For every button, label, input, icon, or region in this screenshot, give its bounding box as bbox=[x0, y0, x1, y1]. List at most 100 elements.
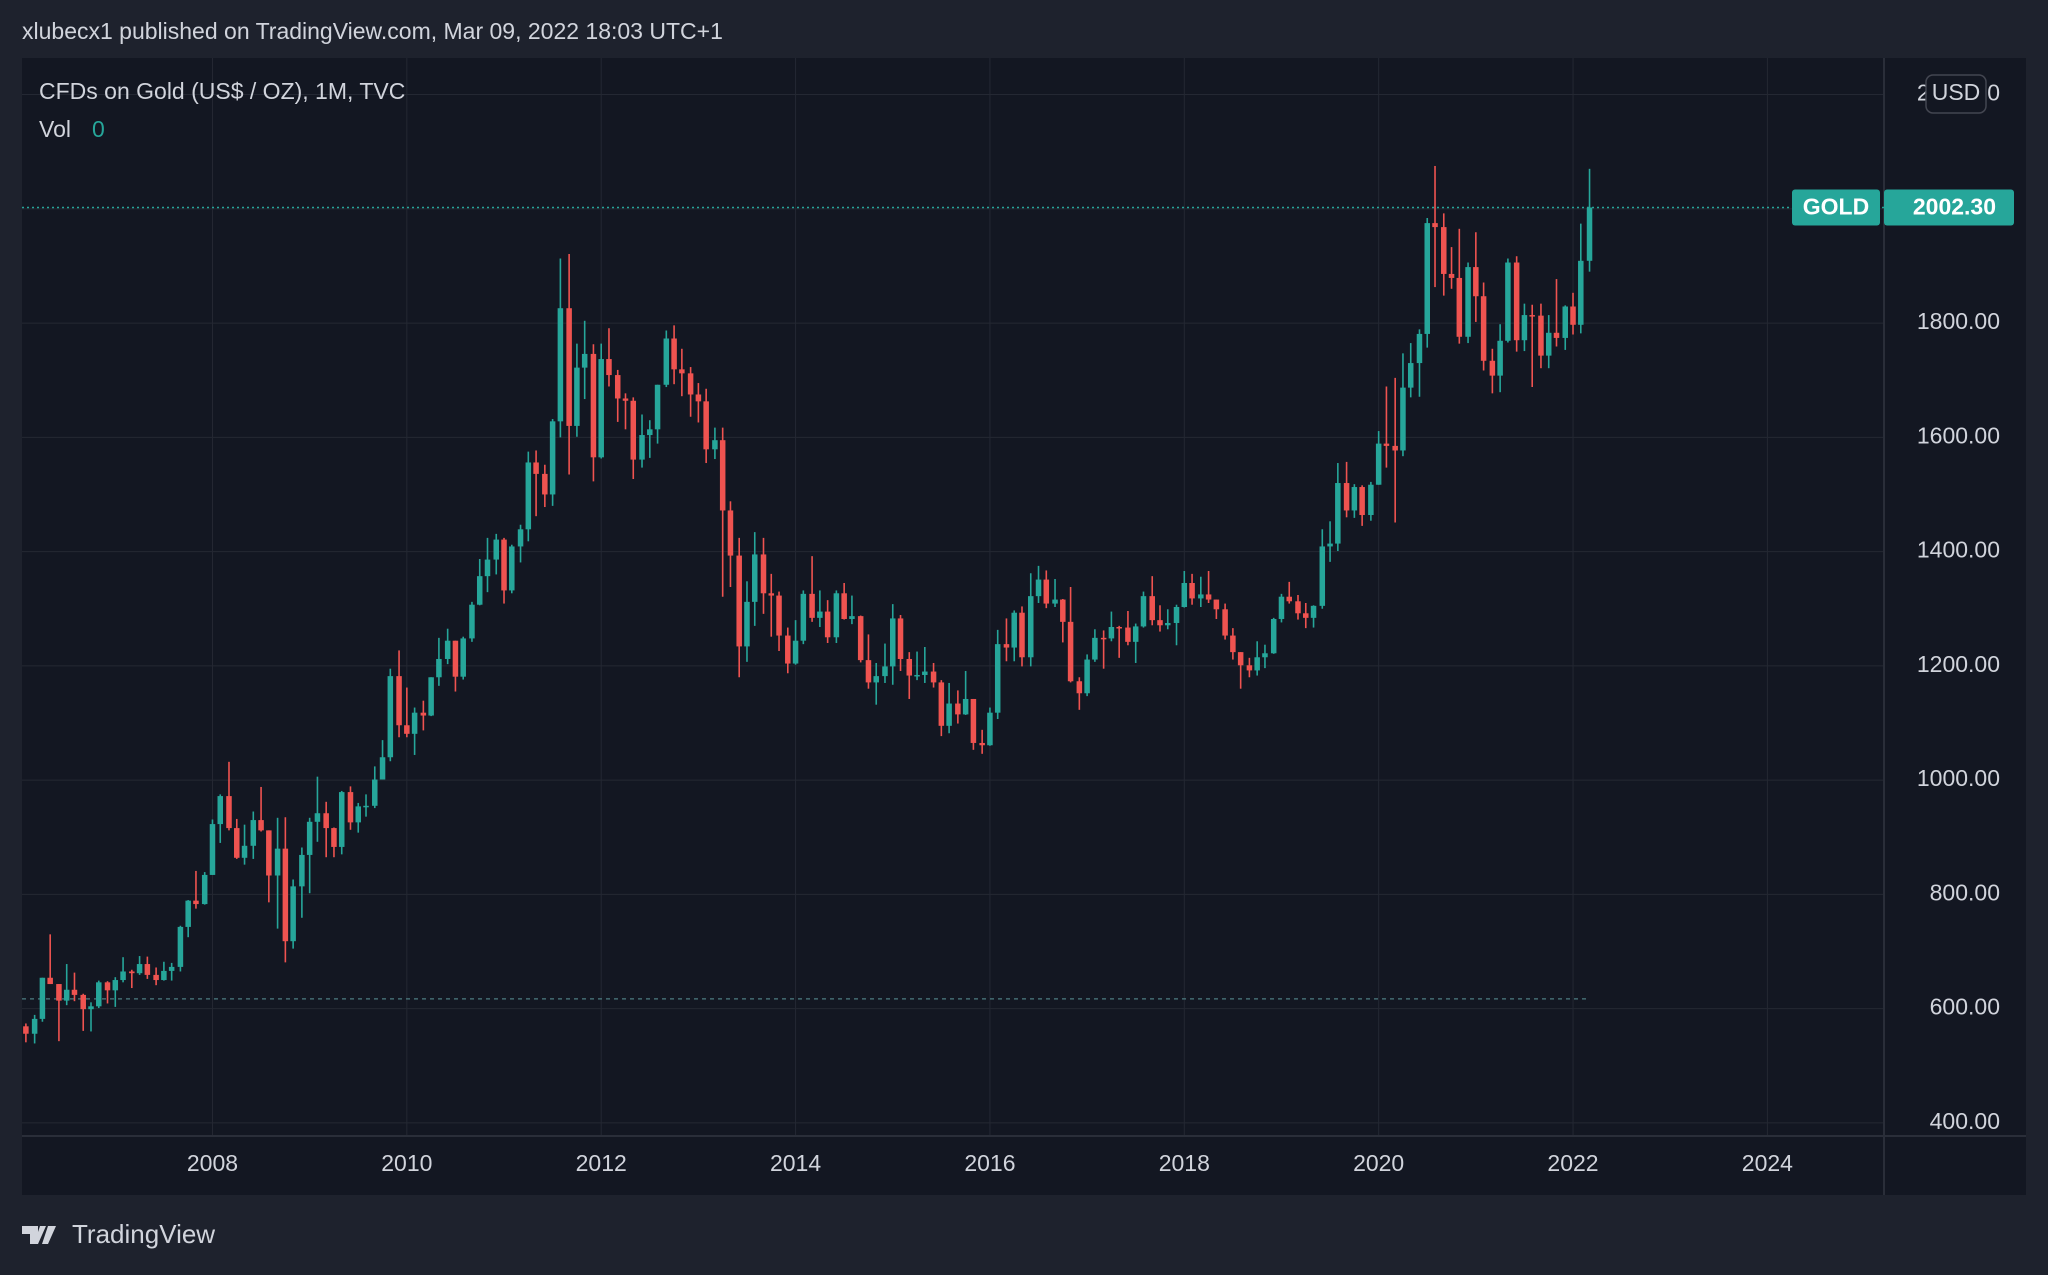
candle-body bbox=[598, 359, 604, 458]
candle-body bbox=[809, 593, 815, 618]
candle-body bbox=[525, 462, 532, 530]
candle-body bbox=[614, 375, 621, 399]
candle-body bbox=[1375, 443, 1382, 485]
x-tick-label: 2018 bbox=[1159, 1150, 1210, 1176]
candle-body bbox=[994, 644, 1001, 713]
footer-brand: TradingView bbox=[72, 1219, 215, 1249]
header-text: xlubecx1 published on TradingView.com, M… bbox=[22, 18, 723, 44]
candle-body bbox=[209, 824, 216, 875]
candle-body bbox=[792, 640, 799, 664]
candle-body bbox=[1513, 262, 1520, 341]
candle-body bbox=[712, 440, 718, 450]
y-tick-label: 1000.00 bbox=[1917, 765, 2000, 791]
candle-body bbox=[751, 554, 758, 602]
candle-body bbox=[1052, 599, 1058, 604]
candle-body bbox=[865, 660, 872, 683]
candle-body bbox=[39, 977, 46, 1019]
candle-body bbox=[906, 658, 913, 676]
candle-body bbox=[630, 400, 637, 460]
candle-body bbox=[355, 806, 362, 823]
y-tick-label: 1400.00 bbox=[1917, 537, 2000, 563]
candle-body bbox=[1303, 613, 1309, 618]
candle-body bbox=[80, 994, 86, 1010]
candle-body bbox=[96, 982, 102, 1007]
candle-body bbox=[47, 977, 53, 985]
candle-body bbox=[1067, 621, 1074, 682]
candle-body bbox=[1205, 594, 1212, 600]
candle-body bbox=[501, 539, 507, 591]
candle-body bbox=[744, 601, 750, 647]
candle-body bbox=[428, 677, 434, 716]
candle-body bbox=[1027, 596, 1034, 658]
candle-body bbox=[1400, 387, 1406, 451]
candle-body bbox=[889, 618, 896, 667]
candle-body bbox=[663, 338, 670, 385]
candle-body bbox=[1270, 618, 1277, 654]
candle-body bbox=[1116, 626, 1122, 629]
candle-body bbox=[760, 554, 767, 594]
candle-body bbox=[938, 682, 945, 726]
candle-body bbox=[1092, 637, 1098, 660]
candle-body bbox=[420, 712, 427, 716]
candle-body bbox=[1108, 626, 1115, 639]
candle-body bbox=[1586, 207, 1593, 261]
volume-value: 0 bbox=[92, 116, 105, 142]
candle-body bbox=[168, 966, 175, 971]
candle-body bbox=[606, 359, 612, 376]
candle-body bbox=[1181, 583, 1188, 607]
symbol-badge bbox=[1792, 189, 1880, 226]
candle-body bbox=[452, 640, 459, 677]
y-tick-label: 1200.00 bbox=[1917, 651, 2000, 677]
candle-body bbox=[776, 595, 782, 636]
candle-body bbox=[1043, 579, 1050, 604]
candle-body bbox=[1149, 596, 1155, 621]
candle-body bbox=[1254, 657, 1260, 671]
candle-body bbox=[922, 671, 928, 675]
candle-body bbox=[469, 604, 475, 639]
candle-body bbox=[476, 576, 483, 605]
candle-body bbox=[768, 593, 775, 596]
chart-title: CFDs on Gold (US$ / OZ), 1M, TVC bbox=[39, 78, 405, 104]
candle-body bbox=[1100, 637, 1107, 640]
candle-body bbox=[1424, 223, 1430, 334]
candle-body bbox=[897, 618, 904, 659]
candle-body bbox=[484, 559, 491, 577]
y-tick-label: 1600.00 bbox=[1917, 422, 2000, 448]
candle-body bbox=[1392, 445, 1398, 451]
candle-body bbox=[622, 398, 629, 401]
candle-body bbox=[946, 703, 952, 726]
currency-badge bbox=[1925, 74, 1987, 114]
candle-body bbox=[1529, 315, 1535, 317]
candle-body bbox=[282, 848, 289, 942]
candle-body bbox=[1295, 601, 1301, 614]
price-label: 2002.30 bbox=[1913, 194, 1996, 220]
candle-body bbox=[1140, 596, 1147, 627]
currency-label: USD bbox=[1932, 79, 1981, 105]
candle-body bbox=[1473, 267, 1479, 297]
candle-body bbox=[1505, 262, 1511, 341]
candle-body bbox=[1538, 315, 1544, 356]
candle-body bbox=[379, 757, 386, 780]
candle-body bbox=[833, 593, 840, 638]
candle-body bbox=[460, 638, 466, 677]
candle-body bbox=[1407, 363, 1414, 388]
candle-body bbox=[299, 854, 305, 887]
candle-body bbox=[639, 435, 645, 460]
candle-body bbox=[509, 546, 515, 591]
candle-body bbox=[136, 964, 143, 974]
candle-body bbox=[1019, 612, 1025, 658]
candle-body bbox=[557, 308, 564, 422]
candle-body bbox=[687, 373, 694, 395]
candle-body bbox=[549, 421, 556, 495]
candle-body bbox=[1480, 296, 1487, 361]
candle-body bbox=[1173, 606, 1180, 623]
x-tick-label: 2016 bbox=[964, 1150, 1015, 1176]
candle-body bbox=[590, 353, 597, 458]
candle-body bbox=[566, 308, 572, 426]
candle-body bbox=[290, 886, 296, 942]
candle-body bbox=[695, 394, 702, 402]
candle-body bbox=[727, 510, 734, 556]
candle-body bbox=[31, 1018, 38, 1034]
candle-body bbox=[1319, 546, 1326, 606]
